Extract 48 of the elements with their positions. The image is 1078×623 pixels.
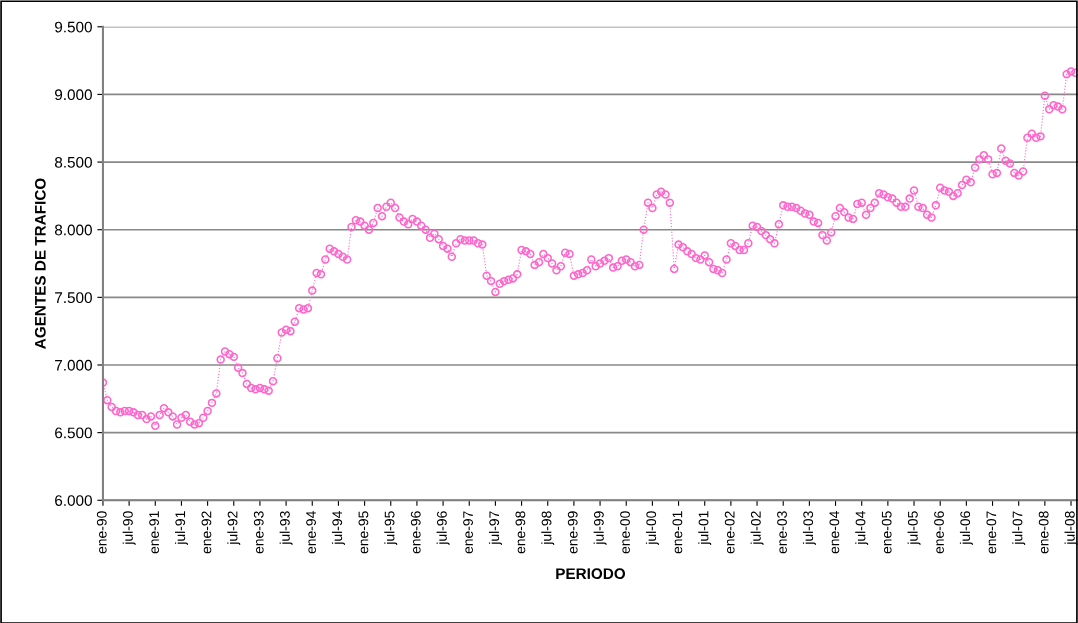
y-tick-label: 8.000: [54, 224, 92, 236]
x-tick-label: ene-03: [777, 511, 787, 554]
x-tick-label: jul-01: [698, 511, 712, 545]
y-tick-label: 8.500: [54, 156, 92, 168]
x-tick-label: jul-03: [802, 511, 816, 545]
x-tick-label: jul-91: [174, 511, 188, 545]
x-tick-label: jul-98: [541, 511, 555, 545]
x-tick-label: ene-07: [986, 511, 997, 554]
x-tick-label: jul-92: [227, 511, 241, 545]
y-tick-label: 6.000: [55, 495, 92, 506]
x-tick-label: jul-97: [488, 511, 502, 545]
x-tick-label: ene-97: [463, 511, 473, 554]
y-axis-title: AGENTES DE TRAFICO: [34, 178, 46, 349]
x-tick-label: jul-02: [750, 511, 764, 545]
y-tick-label: 9.500: [55, 21, 92, 33]
x-tick-label: ene-99: [567, 511, 578, 554]
x-tick-label: ene-02: [724, 511, 735, 554]
x-tick-label: jul-00: [645, 511, 659, 545]
x-tick-label: ene-05: [881, 511, 892, 554]
x-tick-label: jul-93: [279, 511, 293, 545]
x-tick-label: jul-07: [1012, 511, 1026, 545]
x-tick-label: jul-90: [122, 511, 136, 545]
x-tick-label: jul-95: [384, 511, 398, 545]
x-tick-label: ene-94: [306, 511, 316, 554]
x-tick-label: jul-96: [436, 511, 450, 545]
x-tick-label: jul-05: [907, 511, 921, 545]
x-tick-label: ene-04: [829, 511, 840, 554]
x-tick-label: jul-99: [593, 511, 607, 545]
y-tick-label: 9.000: [55, 89, 92, 101]
x-tick-label: ene-96: [410, 511, 421, 554]
x-tick-label: jul-06: [959, 511, 973, 545]
x-tick-label: ene-90: [96, 511, 107, 554]
x-tick-label: jul-08: [1064, 511, 1078, 545]
x-tick-label: ene-98: [515, 511, 526, 554]
x-tick-label: ene-01: [672, 511, 683, 554]
x-tick-label: ene-92: [201, 511, 212, 554]
x-tick-label: ene-91: [149, 511, 160, 554]
x-tick-label: ene-93: [253, 511, 264, 554]
x-tick-label: ene-00: [620, 511, 630, 554]
x-axis-title: PERIODO: [556, 568, 626, 580]
x-tick-label: ene-08: [1038, 511, 1049, 554]
x-tick-label: jul-04: [855, 511, 869, 545]
x-tick-label: ene-95: [358, 511, 369, 554]
y-tick-label: 6.500: [55, 427, 92, 439]
x-tick-label: jul-94: [331, 511, 345, 545]
y-tick-label: 7.000: [55, 359, 92, 371]
y-tick-label: 7.500: [55, 292, 92, 304]
x-tick-label: ene-06: [934, 511, 944, 554]
